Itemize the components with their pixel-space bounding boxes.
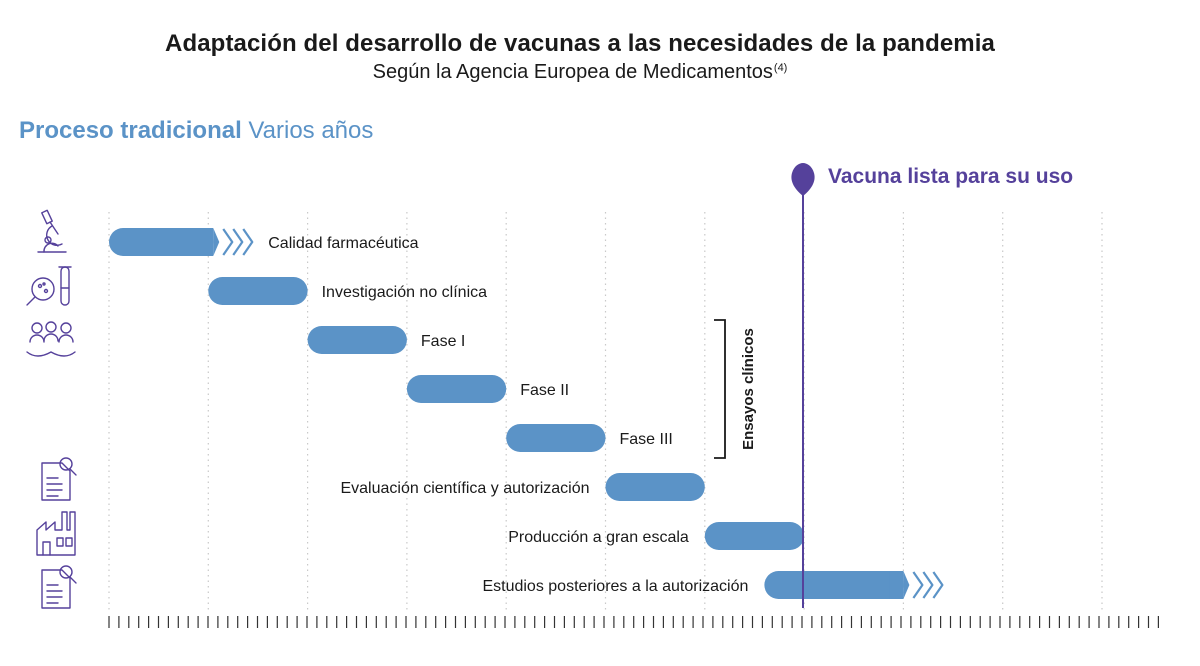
task-bar	[109, 228, 214, 256]
task-bar	[208, 277, 308, 305]
microscope-icon	[37, 209, 67, 253]
task-label: Fase I	[421, 333, 465, 350]
section-heading: Proceso tradicional Varios años	[19, 117, 373, 145]
task-labels: Calidad farmacéutica Investigación no clí…	[268, 235, 748, 595]
subtitle-reference: (4)	[773, 62, 788, 74]
milestone-label: Vacuna lista para su uso	[828, 165, 1074, 188]
clinical-trials-bracket: Ensayos clínicos	[714, 319, 757, 459]
page-title: Adaptación del desarrollo de vacunas a l…	[165, 30, 995, 57]
continuation-chevron-icon	[242, 228, 254, 256]
section-heading-bold: Proceso tradicional	[19, 117, 242, 144]
task-bar	[307, 326, 407, 354]
task-bar	[605, 473, 705, 501]
petri-dish-test-tube-icon	[26, 266, 72, 306]
people-group-icon	[26, 321, 76, 357]
continuation-chevron-icon	[932, 571, 944, 599]
task-label: Fase II	[520, 382, 569, 399]
factory-icon	[36, 511, 76, 556]
task-bar	[764, 571, 904, 599]
bracket-label: Ensayos clínicos	[740, 328, 757, 450]
task-bar-tail	[889, 571, 904, 599]
task-bar-point	[213, 228, 220, 256]
task-label: Calidad farmacéutica	[268, 235, 418, 252]
time-axis-ticks	[108, 616, 1160, 628]
task-label: Evaluación científica y autorización	[340, 480, 589, 497]
subtitle-text: Según la Agencia Europea de Medicamentos	[372, 61, 773, 83]
task-label: Estudios posteriores a la autorización	[482, 578, 748, 595]
continuation-chevron-icon	[922, 571, 934, 599]
task-bar	[506, 424, 606, 452]
task-bar	[406, 375, 507, 403]
section-heading-light: Varios años	[248, 117, 374, 144]
task-bars	[109, 228, 944, 599]
page-subtitle: Según la Agencia Europea de Medicamentos…	[0, 61, 1160, 84]
task-label: Producción a gran escala	[508, 529, 689, 546]
continuation-chevron-icon	[222, 228, 234, 256]
grid-lines	[108, 212, 1103, 610]
task-label: Fase III	[620, 431, 673, 448]
document-search-icon	[41, 565, 77, 609]
milestone-pin-icon	[791, 163, 815, 196]
continuation-chevron-icon	[912, 571, 924, 599]
task-label: Investigación no clínica	[322, 284, 488, 301]
task-bar-point	[903, 571, 910, 599]
task-bar-tail	[199, 228, 214, 256]
continuation-chevron-icon	[232, 228, 244, 256]
milestone-marker	[791, 163, 815, 608]
bracket-line	[714, 319, 726, 459]
task-bar	[704, 522, 805, 550]
document-review-icon	[41, 457, 77, 501]
